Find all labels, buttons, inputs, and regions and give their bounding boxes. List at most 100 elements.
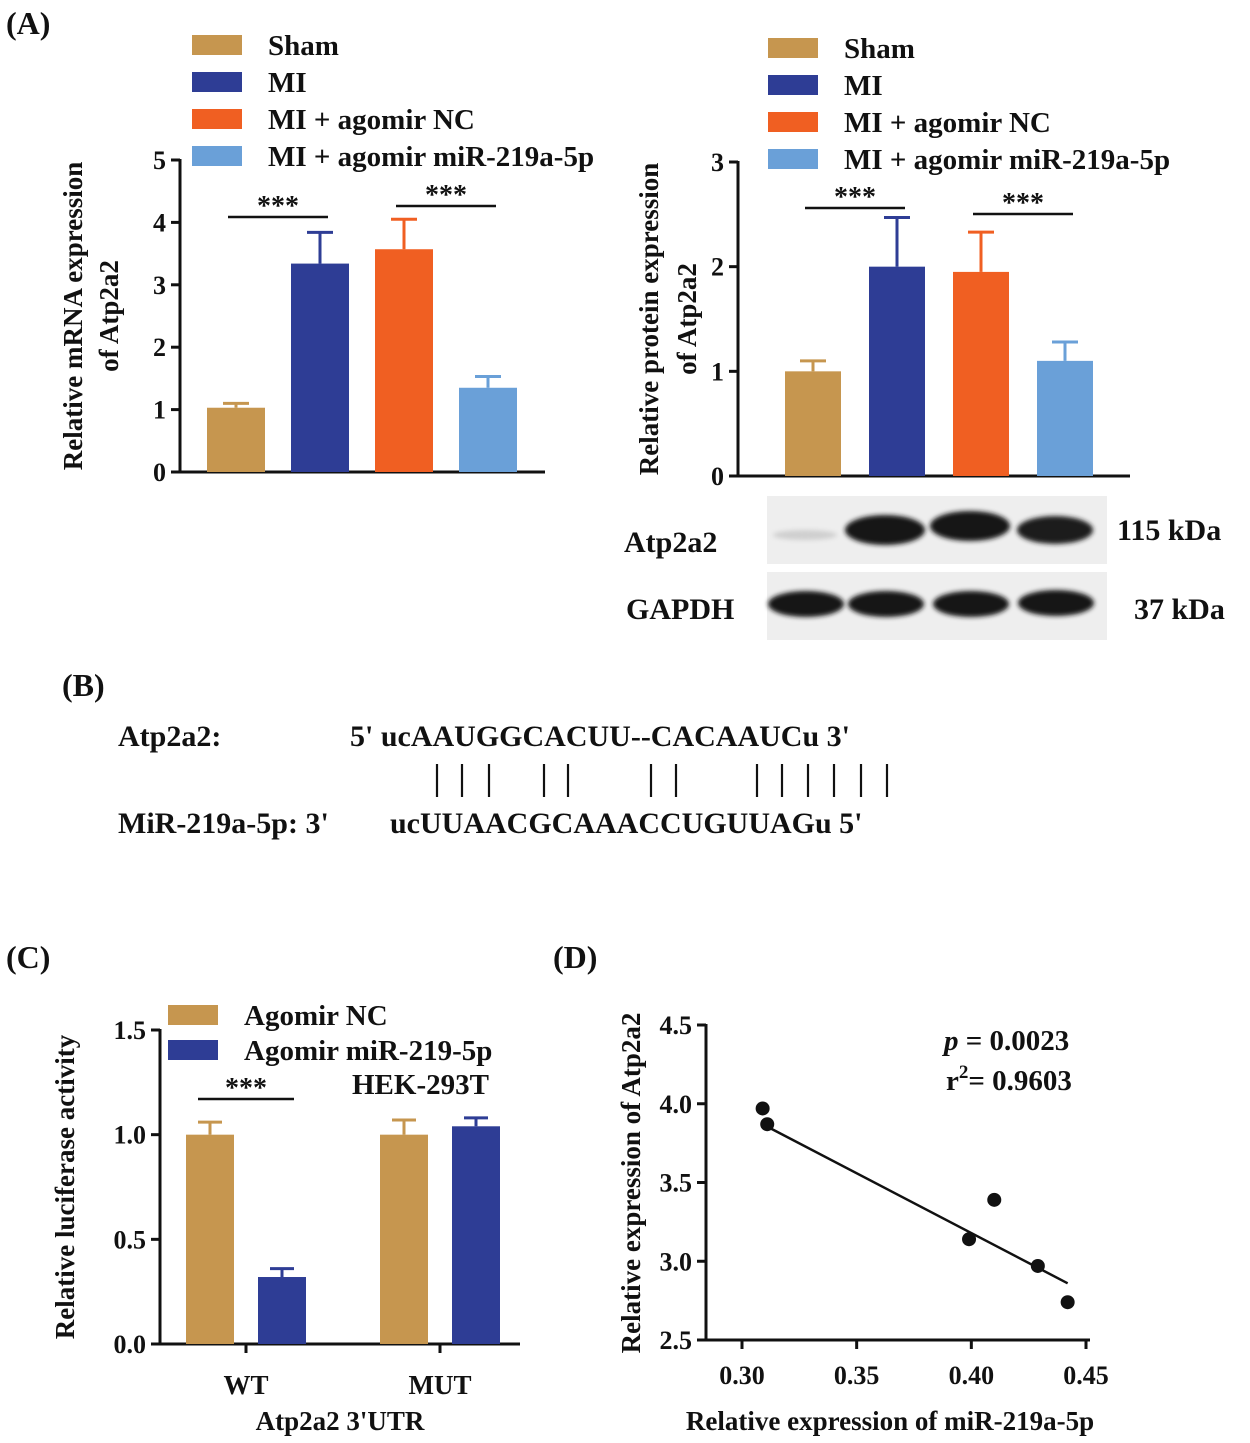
significance-label: *** bbox=[834, 182, 876, 213]
sequence-alignment: Atp2a2: 5' ucAAUGGCACUU--CACAAUCu 3' MiR… bbox=[118, 720, 889, 840]
legend-label-1: MI bbox=[844, 70, 883, 102]
x-tick-label: 0.40 bbox=[949, 1361, 995, 1390]
scatter-point-1 bbox=[760, 1117, 775, 1132]
panel-label-a: (A) bbox=[6, 5, 50, 41]
p-value-text: p = 0.0023 bbox=[941, 1025, 1069, 1057]
blot-band-gapdh-mi-agomir bbox=[1018, 590, 1094, 616]
y-tick-label: 4 bbox=[153, 208, 166, 237]
x-tick-label: 0.30 bbox=[719, 1361, 765, 1390]
x-axis-title: Relative expression of miR-219a-5p bbox=[686, 1406, 1094, 1436]
p-value: = 0.0023 bbox=[959, 1025, 1070, 1057]
y-tick-label: 3.5 bbox=[660, 1169, 693, 1198]
chart-mrna-expression: 0 1 2 3 4 5 *** *** Sham MI MI + agomir NC MI + ago… bbox=[58, 30, 594, 487]
y-tick-label: 0.5 bbox=[114, 1225, 147, 1254]
y-tick-label: 3 bbox=[711, 148, 724, 177]
seq-atp2a2-label: Atp2a2: bbox=[118, 720, 221, 753]
r2-text: r2= 0.9603 bbox=[946, 1062, 1072, 1097]
regression-line bbox=[762, 1123, 1069, 1285]
blot-band-gapdh-mi-nc bbox=[933, 591, 1009, 617]
legend-label-3: MI + agomir miR-219a-5p bbox=[844, 144, 1170, 176]
p-label: p bbox=[941, 1025, 959, 1057]
bar-0 bbox=[785, 371, 841, 476]
x-tick-label: WT bbox=[223, 1370, 268, 1400]
y-axis-title: Relative luciferase activity bbox=[50, 1034, 80, 1339]
y-axis-title-2: of Atp2a2 bbox=[94, 260, 124, 372]
scatter-point-4 bbox=[1030, 1258, 1045, 1273]
blot-label-gapdh: GAPDH bbox=[626, 593, 734, 626]
y-axis-title: Relative expression of Atp2a2 bbox=[616, 1013, 646, 1354]
significance-label: *** bbox=[425, 180, 467, 211]
x-tick-label: 0.35 bbox=[834, 1361, 880, 1390]
x-axis-title: Atp2a2 3'UTR bbox=[256, 1406, 425, 1436]
legend-label-1: MI bbox=[268, 67, 307, 99]
legend-swatch-3 bbox=[768, 149, 818, 169]
legend-label-2: MI + agomir NC bbox=[844, 107, 1051, 139]
annotation-cell-line: HEK-293T bbox=[352, 1069, 489, 1101]
y-tick-label: 1 bbox=[711, 357, 724, 386]
r2-superscript: 2 bbox=[959, 1062, 969, 1083]
bar-agomir-nc bbox=[380, 1134, 428, 1344]
bar-2 bbox=[375, 249, 433, 472]
r2-label: r bbox=[946, 1065, 959, 1097]
blot-band-atp2a2-mi-agomir bbox=[1017, 516, 1093, 544]
y-axis-title-2: of Atp2a2 bbox=[672, 263, 702, 375]
blot-band-gapdh-sham bbox=[768, 591, 844, 617]
y-tick-label: 2 bbox=[711, 253, 724, 282]
scatter-point-5 bbox=[1060, 1295, 1075, 1310]
legend-label-1: Agomir miR-219-5p bbox=[244, 1035, 492, 1067]
bar-3 bbox=[459, 387, 517, 472]
blot-band-gapdh-mi bbox=[848, 591, 924, 617]
bar-2 bbox=[953, 271, 1009, 476]
seq-mir-label: MiR-219a-5p: 3' bbox=[118, 807, 329, 840]
significance-label: *** bbox=[257, 191, 299, 222]
y-tick-label: 0 bbox=[711, 462, 724, 491]
legend-swatch-0 bbox=[168, 1005, 218, 1025]
blot-band-atp2a2-mi-nc bbox=[930, 511, 1010, 541]
y-axis-title: Relative mRNA expression bbox=[58, 162, 88, 470]
legend-label-0: Agomir NC bbox=[244, 1000, 388, 1032]
bar-1 bbox=[291, 263, 349, 472]
x-tick-label: 0.45 bbox=[1063, 1361, 1109, 1390]
panel-label-c: (C) bbox=[6, 939, 50, 975]
blot-band-atp2a2-mi bbox=[845, 515, 925, 545]
bar-agomir-mir-219-5p bbox=[452, 1126, 500, 1344]
significance-label: *** bbox=[1002, 188, 1044, 219]
y-tick-label: 3 bbox=[153, 271, 166, 300]
x-tick-label: MUT bbox=[409, 1370, 472, 1400]
blot-label-atp2a2: Atp2a2 bbox=[624, 526, 717, 559]
y-tick-label: 2.5 bbox=[660, 1326, 693, 1355]
significance-label: *** bbox=[225, 1073, 267, 1104]
blot-band-atp2a2-sham bbox=[773, 530, 837, 540]
y-tick-label: 3.0 bbox=[660, 1247, 693, 1276]
scatter-point-3 bbox=[987, 1192, 1002, 1207]
y-tick-label: 4.0 bbox=[660, 1090, 693, 1119]
chart-correlation-scatter: 2.5 3.0 3.5 4.0 4.5 0.30 0.35 0.40 0.45 p = 0.002… bbox=[616, 1011, 1109, 1436]
bar-1 bbox=[869, 266, 925, 476]
legend-label-0: Sham bbox=[844, 33, 915, 65]
panel-label-b: (B) bbox=[62, 667, 105, 703]
y-tick-label: 0.0 bbox=[114, 1330, 147, 1359]
western-blot: Atp2a2 115 kDa GAPDH 37 kDa bbox=[624, 496, 1225, 640]
bar-agomir-mir-219-5p bbox=[258, 1277, 306, 1344]
legend-swatch-1 bbox=[768, 75, 818, 95]
y-tick-label: 1 bbox=[153, 396, 166, 425]
base-pair-lines bbox=[435, 764, 889, 797]
bar-0 bbox=[207, 407, 265, 472]
scatter-point-0 bbox=[755, 1101, 770, 1116]
y-tick-label: 1.5 bbox=[114, 1016, 147, 1045]
legend-swatch-0 bbox=[768, 38, 818, 58]
legend-swatch-2 bbox=[192, 109, 242, 129]
y-tick-label: 4.5 bbox=[660, 1011, 693, 1040]
blot-size-gapdh: 37 kDa bbox=[1134, 593, 1225, 626]
bar-3 bbox=[1037, 360, 1093, 476]
r2-value: = 0.9603 bbox=[968, 1065, 1072, 1097]
scatter-point-2 bbox=[962, 1232, 977, 1247]
y-tick-label: 1.0 bbox=[114, 1121, 147, 1150]
legend-swatch-1 bbox=[168, 1040, 218, 1060]
legend-label-0: Sham bbox=[268, 30, 339, 62]
y-tick-label: 5 bbox=[153, 146, 166, 175]
chart-protein-expression: 0 1 2 3 *** *** Sham MI MI + agomir NC MI + agomi… bbox=[634, 33, 1170, 491]
seq-mir: ucUUAACGCAAACCUGUUAGu 5' bbox=[390, 807, 863, 840]
